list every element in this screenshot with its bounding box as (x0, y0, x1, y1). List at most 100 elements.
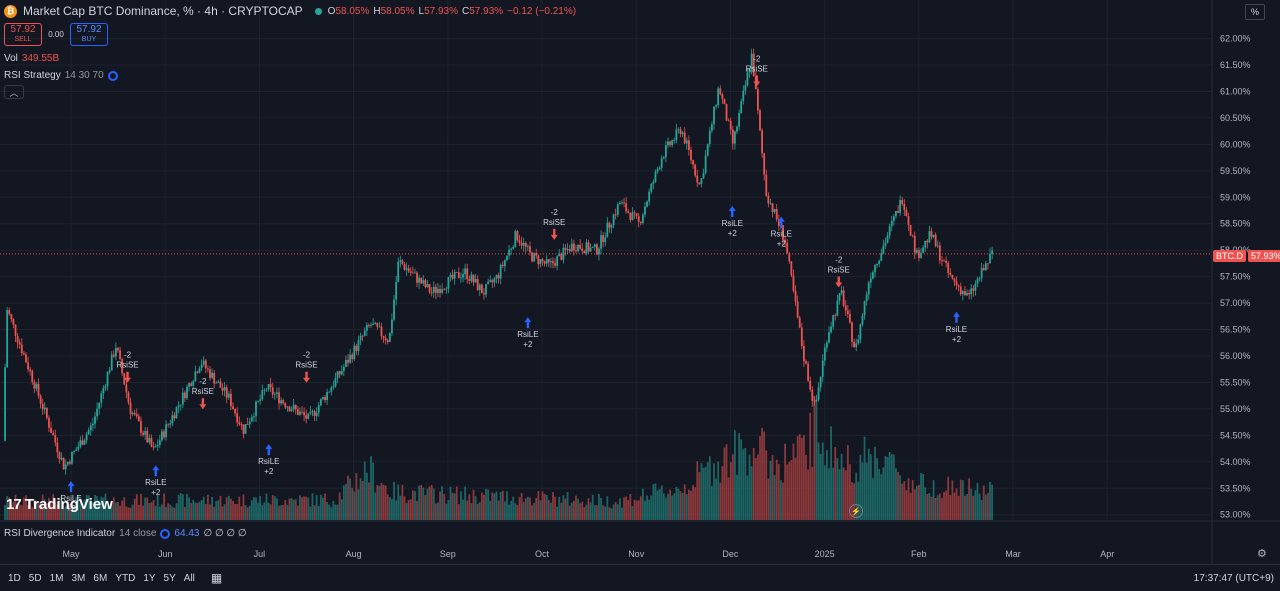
gear-icon[interactable]: ⚙ (1257, 548, 1267, 560)
range-button-1d[interactable]: 1D (8, 572, 21, 584)
volume-bar (437, 502, 439, 520)
range-button-all[interactable]: All (183, 572, 195, 584)
candle-body (284, 403, 287, 408)
range-button-3m[interactable]: 3M (71, 572, 86, 584)
volume-bar (309, 506, 312, 520)
percent-scale-button[interactable]: % (1245, 4, 1265, 20)
volume-bar (451, 492, 454, 520)
candle-body (200, 364, 203, 369)
volume-bar (219, 495, 222, 520)
candle-body (740, 101, 743, 114)
candle-body (219, 381, 222, 388)
volume-bar (114, 502, 117, 520)
volume-bar (106, 505, 109, 520)
candle-body (296, 408, 299, 415)
volume-bar (736, 474, 738, 520)
volume-bar (127, 507, 130, 520)
candle-body (380, 326, 383, 337)
volume-bar (905, 490, 908, 520)
range-button-5y[interactable]: 5Y (163, 572, 176, 584)
candle-body (516, 231, 519, 241)
volume-bar (878, 469, 881, 520)
volume-bar (418, 485, 421, 520)
price-tick-label: 61.00% (1220, 86, 1251, 96)
range-button-1m[interactable]: 1M (49, 572, 64, 584)
volume-bar (541, 491, 544, 520)
strategy-legend[interactable]: RSI Strategy 14 30 70 (4, 70, 118, 81)
clock[interactable]: 17:37:47 (UTC+9) (1193, 572, 1274, 584)
buy-button[interactable]: 57.92 BUY (70, 23, 108, 46)
volume-bar (336, 504, 339, 520)
volume-bar (422, 487, 425, 520)
rsi-divergence-legend[interactable]: RSI Divergence Indicator 14 close 64.43 … (4, 528, 247, 539)
volume-bar (121, 500, 124, 520)
candle-body (14, 324, 17, 337)
candle-body (286, 406, 289, 408)
signal-exit: RsiSE-2 (746, 54, 768, 87)
volume-bar (794, 457, 797, 520)
candle-body (752, 53, 755, 77)
candle-body (426, 284, 429, 288)
candle-body (399, 260, 402, 262)
indicator-settings-icon[interactable] (160, 528, 171, 539)
volume-bar (315, 495, 318, 520)
candle-body (388, 333, 391, 343)
time-tick-label: Jul (254, 549, 266, 559)
candle-body (853, 341, 856, 348)
volume-bar (169, 504, 172, 520)
volume-bar (625, 496, 628, 520)
candle-body (131, 412, 134, 414)
volume-bar (215, 500, 218, 520)
tradingview-logo[interactable]: 17 TradingView (6, 496, 113, 513)
volume-bar (48, 497, 50, 520)
candle-body (414, 272, 416, 274)
volume-bar (740, 439, 743, 520)
sell-button[interactable]: 57.92 SELL (4, 23, 42, 46)
volume-bar (907, 478, 910, 520)
volume-bar (671, 495, 674, 520)
symbol-title[interactable]: Market Cap BTC Dominance, % · 4h · CRYPT… (23, 4, 303, 18)
candle-body (305, 415, 308, 419)
volume-bar (244, 504, 247, 520)
volume-bar (322, 497, 324, 520)
volume-bar (253, 497, 255, 520)
volume-bar (307, 497, 310, 520)
volume-bar (888, 451, 891, 520)
price-tick-label: 55.50% (1220, 377, 1251, 387)
range-button-6m[interactable]: 6M (93, 572, 108, 584)
arrow-up-icon (952, 311, 960, 323)
strategy-report-icon[interactable] (107, 70, 118, 81)
volume-bar (376, 484, 379, 520)
volume-bar (656, 490, 659, 520)
volume-legend[interactable]: Vol 349.55B (4, 53, 60, 64)
lightning-icon[interactable]: ⚡ (849, 504, 863, 518)
price-change: −0.12 (−0.21%) (507, 5, 577, 17)
price-tick-label: 59.50% (1220, 166, 1251, 176)
collapse-legend-button[interactable]: ︿ (4, 85, 24, 99)
volume-bar (135, 494, 138, 520)
calendar-icon[interactable]: ▦ (210, 571, 223, 585)
candle-body (376, 322, 379, 327)
candle-body (173, 415, 176, 419)
volume-bar (729, 462, 732, 520)
range-button-1y[interactable]: 1Y (143, 572, 156, 584)
range-button-ytd[interactable]: YTD (115, 572, 136, 584)
volume-bar (263, 502, 266, 520)
candle-body (863, 301, 866, 316)
volume-bar (669, 489, 671, 520)
candle-body (68, 461, 71, 464)
volume-bar (767, 478, 770, 520)
candle-body (660, 158, 663, 168)
volume-bar (213, 506, 216, 520)
candle-body (265, 389, 268, 391)
candle-body (803, 346, 805, 362)
volume-bar (265, 493, 268, 520)
range-button-5d[interactable]: 5D (28, 572, 42, 584)
candle-body (618, 202, 621, 205)
volume-bar (838, 469, 841, 520)
candle-body (687, 140, 690, 150)
candle-body (909, 224, 912, 236)
price-chart[interactable]: RsiLE+2RsiSE-2RsiLE+2RsiSE-2RsiLE+2RsiSE… (0, 0, 1280, 564)
candle-body (37, 383, 40, 396)
candle-body (662, 157, 665, 159)
